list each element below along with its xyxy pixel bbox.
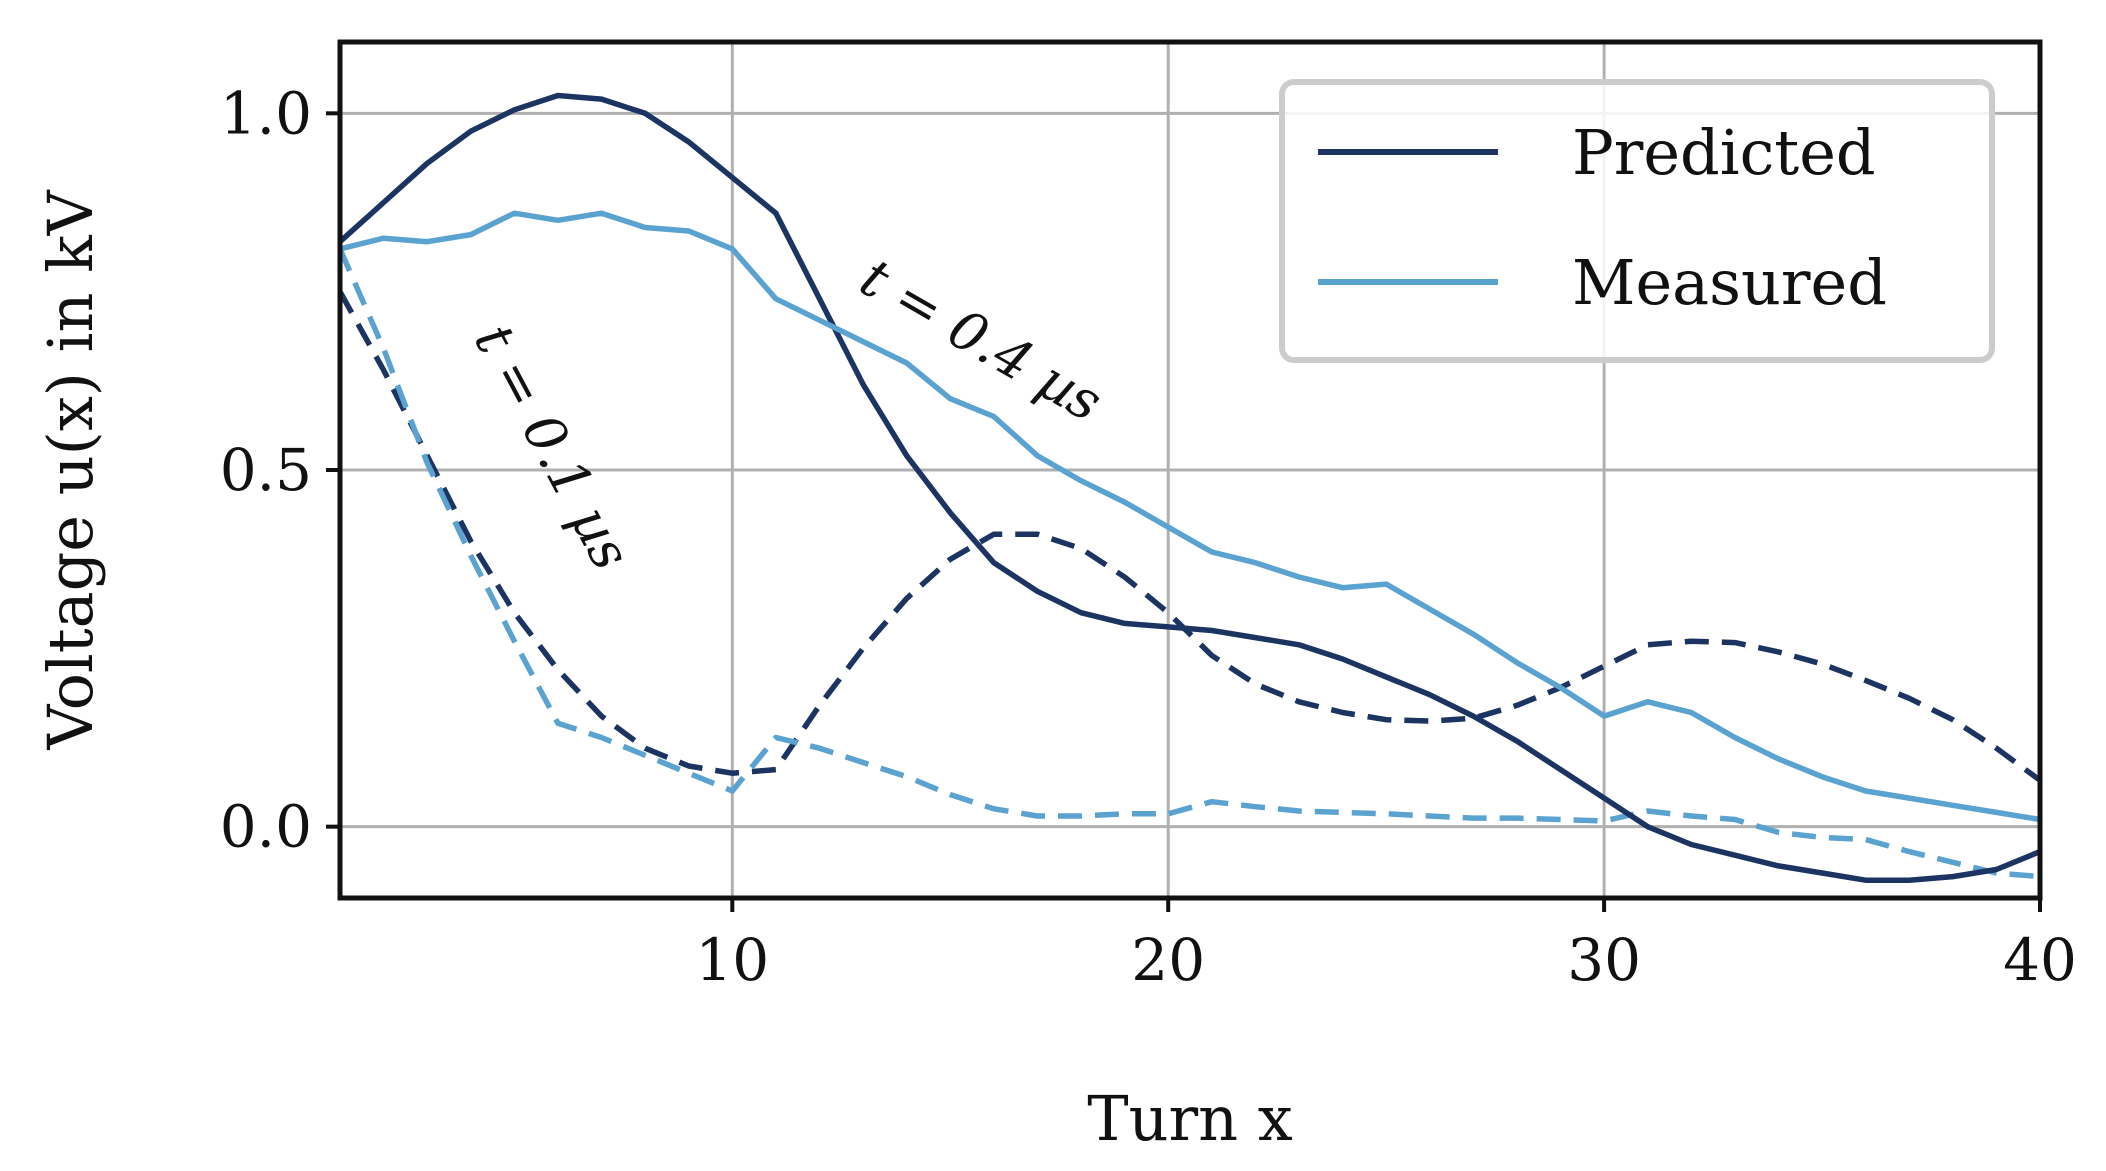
- legend: Predicted Measured: [1279, 79, 1995, 363]
- y-tick-label: 0.0: [220, 793, 312, 861]
- series-line: [339, 210, 2041, 823]
- x-tick-label: 40: [2003, 926, 2077, 994]
- series-line: [337, 247, 2041, 880]
- x-tick-label: 20: [1131, 926, 1205, 994]
- x-tick-label: 30: [1567, 926, 1641, 994]
- y-tick-label: 0.5: [220, 436, 312, 504]
- x-tick-label: 10: [695, 926, 769, 994]
- y-axis-label: Voltage u(x) in kV: [34, 189, 107, 750]
- x-axis-label: Turn x: [1087, 1082, 1293, 1155]
- series-layer: [337, 92, 2042, 883]
- series-line: [337, 290, 2042, 783]
- legend-label: Predicted: [1572, 116, 1876, 189]
- legend-label: Measured: [1572, 246, 1887, 319]
- tick-layer: 10 20 30 40 0.0 0.5 1.0: [220, 79, 2077, 994]
- y-tick-label: 1.0: [220, 79, 312, 147]
- series-line: [338, 92, 2042, 883]
